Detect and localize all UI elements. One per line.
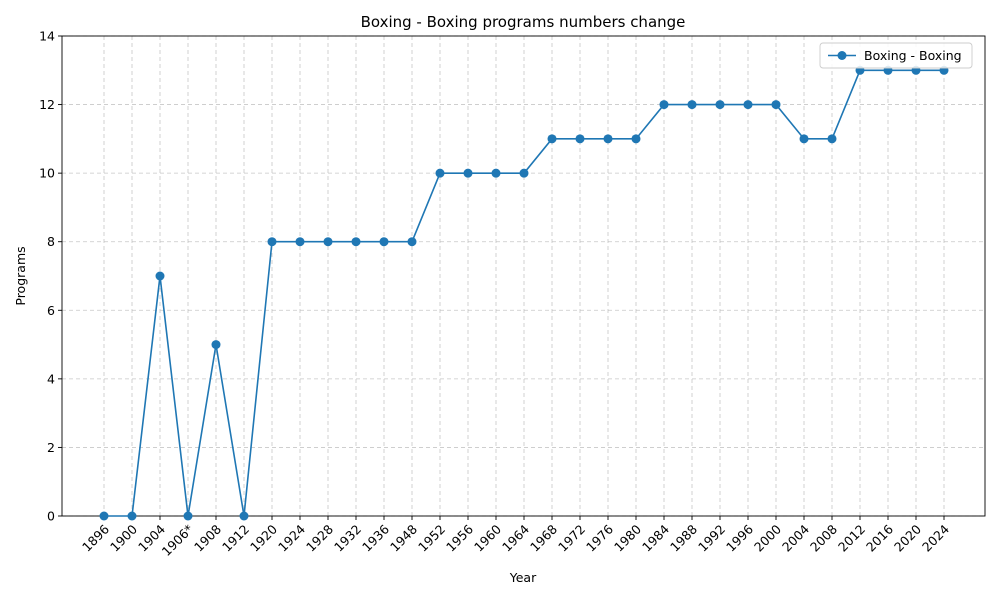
data-point — [127, 511, 137, 521]
legend-marker-swatch — [837, 51, 847, 60]
plot-frame — [61, 35, 986, 517]
data-point — [799, 134, 809, 144]
data-point — [687, 100, 697, 110]
y-tick-label: 6 — [47, 303, 55, 318]
data-point — [407, 237, 417, 247]
y-tick-label: 8 — [47, 234, 55, 249]
data-point — [435, 168, 445, 178]
data-point — [99, 511, 109, 521]
data-point — [211, 340, 221, 350]
data-point — [323, 237, 333, 247]
legend-box — [819, 42, 973, 69]
data-point — [659, 100, 669, 110]
data-point — [743, 100, 753, 110]
legend-label: Boxing - Boxing — [864, 48, 962, 63]
data-point — [547, 134, 557, 144]
data-point — [715, 100, 725, 110]
data-point — [183, 511, 193, 521]
data-point — [827, 134, 837, 144]
y-tick-label: 2 — [47, 440, 55, 455]
data-point — [519, 168, 529, 178]
data-point — [463, 168, 473, 178]
y-tick-label: 10 — [39, 166, 55, 181]
y-tick-label: 4 — [47, 371, 55, 386]
data-point — [603, 134, 613, 144]
data-point — [267, 237, 277, 247]
data-point — [351, 237, 361, 247]
series-layer — [99, 65, 949, 521]
x-axis-label: Year — [509, 570, 537, 585]
data-point — [295, 237, 305, 247]
data-point — [379, 237, 389, 247]
chart-title: Boxing - Boxing programs numbers change — [361, 13, 686, 31]
data-point — [575, 134, 585, 144]
grid — [62, 35, 985, 517]
y-tick-label: 14 — [39, 29, 55, 44]
data-point — [771, 100, 781, 110]
data-point — [491, 168, 501, 178]
y-axis-label: Programs — [13, 246, 28, 305]
data-point — [155, 271, 165, 281]
data-point — [631, 134, 641, 144]
y-tick-label: 0 — [47, 509, 55, 524]
y-tick-label: 12 — [39, 97, 55, 112]
legend: Boxing - Boxing — [819, 42, 973, 69]
data-point — [239, 511, 249, 521]
